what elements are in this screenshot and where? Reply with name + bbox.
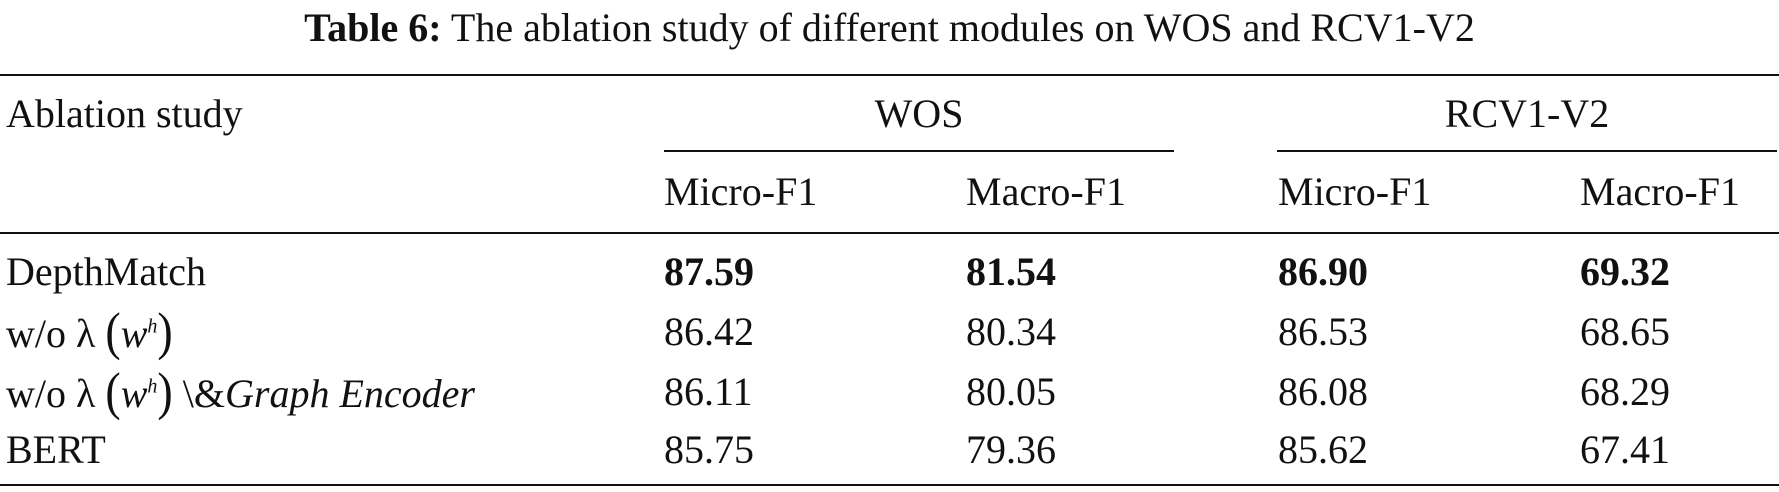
cell-bert-rcv-micro: 85.62: [1278, 427, 1368, 472]
cell-wo-lambda-graph-wos-macro: 80.05: [966, 369, 1056, 414]
table-bottom-rule: [0, 484, 1779, 486]
cell-bert-wos-micro: 85.75: [664, 427, 754, 472]
cell-wo-lambda-graph-wos-micro: 86.11: [664, 369, 753, 414]
row-label-ampersand: \&: [182, 371, 225, 416]
cell-depthmatch-rcv-micro: 86.90: [1278, 249, 1368, 294]
cell-wo-lambda-rcv-macro: 68.65: [1580, 309, 1670, 354]
math-sup-h: h: [147, 315, 158, 338]
math-open-paren: (: [105, 362, 121, 421]
cell-wo-lambda-graph-rcv-micro: 86.08: [1278, 369, 1368, 414]
table-mid-rule: [0, 232, 1779, 234]
table-caption: Table 6: The ablation study of different…: [0, 0, 1779, 60]
row-label-wo-lambda-prefix: w/o λ: [6, 311, 96, 356]
column-header-wos-micro-f1: Micro-F1: [664, 169, 818, 214]
row-label-bert: BERT: [6, 427, 106, 472]
math-w: w: [120, 311, 148, 356]
group-header-wos: WOS: [874, 91, 964, 136]
cell-depthmatch-rcv-macro: 69.32: [1580, 249, 1670, 294]
column-header-rcv-micro-f1: Micro-F1: [1278, 169, 1432, 214]
cell-depthmatch-wos-micro: 87.59: [664, 249, 754, 294]
math-open-paren: (: [105, 302, 121, 361]
group-rule-rcv1-v2: [1277, 150, 1777, 152]
table-caption-text: The ablation study of different modules …: [450, 5, 1475, 50]
cell-wo-lambda-wos-micro: 86.42: [664, 309, 754, 354]
column-header-rcv-macro-f1: Macro-F1: [1580, 169, 1740, 214]
row-label-wo-lambda-graph-prefix: w/o λ: [6, 371, 96, 416]
row-label-wo-lambda-graph: w/o λ (wh) \&Graph Encoder: [6, 364, 475, 419]
column-header-wos-macro-f1: Macro-F1: [966, 169, 1126, 214]
row-label-graph-encoder: Graph Encoder: [224, 371, 475, 416]
table-top-rule: [0, 74, 1779, 76]
cell-depthmatch-wos-macro: 81.54: [966, 249, 1056, 294]
math-w: w: [120, 371, 148, 416]
cell-wo-lambda-rcv-micro: 86.53: [1278, 309, 1368, 354]
math-close-paren: ): [157, 302, 173, 361]
table-caption-label: Table 6:: [304, 5, 442, 50]
group-rule-wos: [664, 150, 1174, 152]
row-label-wo-lambda: w/o λ (wh): [6, 304, 173, 359]
row-label-depthmatch: DepthMatch: [6, 249, 206, 294]
stub-header: Ablation study: [6, 91, 243, 136]
math-close-paren: ): [157, 362, 173, 421]
math-sup-h: h: [147, 375, 158, 398]
group-header-rcv1-v2: RCV1-V2: [1444, 91, 1610, 136]
cell-bert-rcv-macro: 67.41: [1580, 427, 1670, 472]
cell-wo-lambda-graph-rcv-macro: 68.29: [1580, 369, 1670, 414]
cell-bert-wos-macro: 79.36: [966, 427, 1056, 472]
cell-wo-lambda-wos-macro: 80.34: [966, 309, 1056, 354]
